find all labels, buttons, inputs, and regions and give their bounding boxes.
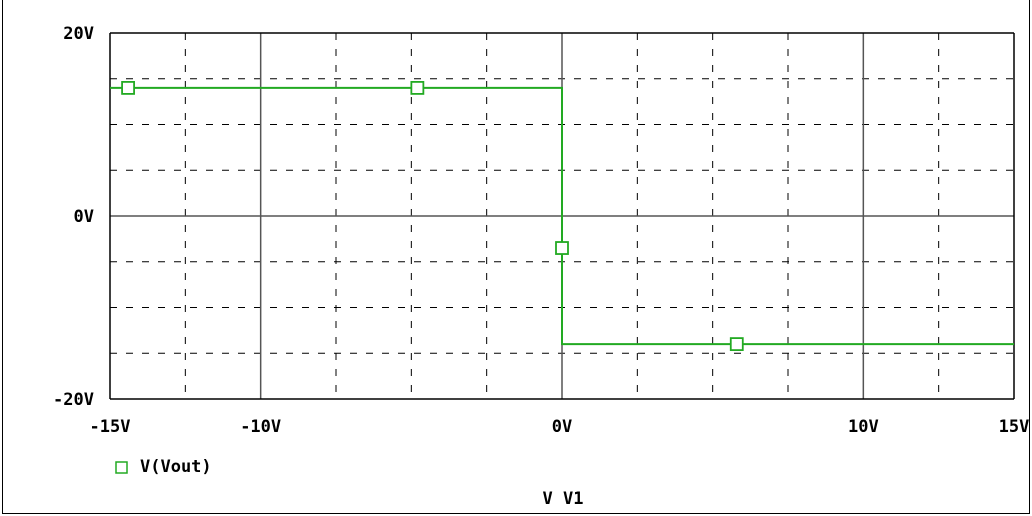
y-tick-label: 20V (63, 24, 94, 44)
tick-labels: -15V -10V 0V 10V 15V 20V 0V -20V (53, 24, 1029, 437)
y-tick-label: -20V (53, 390, 94, 410)
x-tick-label: 15V (999, 417, 1030, 437)
series-layer (110, 81, 1014, 352)
legend-label: V(Vout) (140, 457, 212, 477)
axes (109, 32, 1015, 400)
x-tick-label: -10V (240, 417, 281, 437)
y-tick-label: 0V (74, 207, 94, 227)
data-point-marker (729, 337, 744, 352)
x-axis-label: V V1 (543, 489, 584, 509)
series-line (110, 86, 1014, 346)
data-point-marker (410, 81, 425, 95)
data-point-marker (121, 81, 135, 95)
legend: V(Vout) (115, 457, 212, 477)
x-tick-label: 0V (552, 417, 572, 437)
legend-marker (115, 461, 128, 474)
x-tick-label: -15V (90, 417, 131, 437)
x-tick-label: 10V (848, 417, 879, 437)
data-point-marker (555, 241, 569, 255)
